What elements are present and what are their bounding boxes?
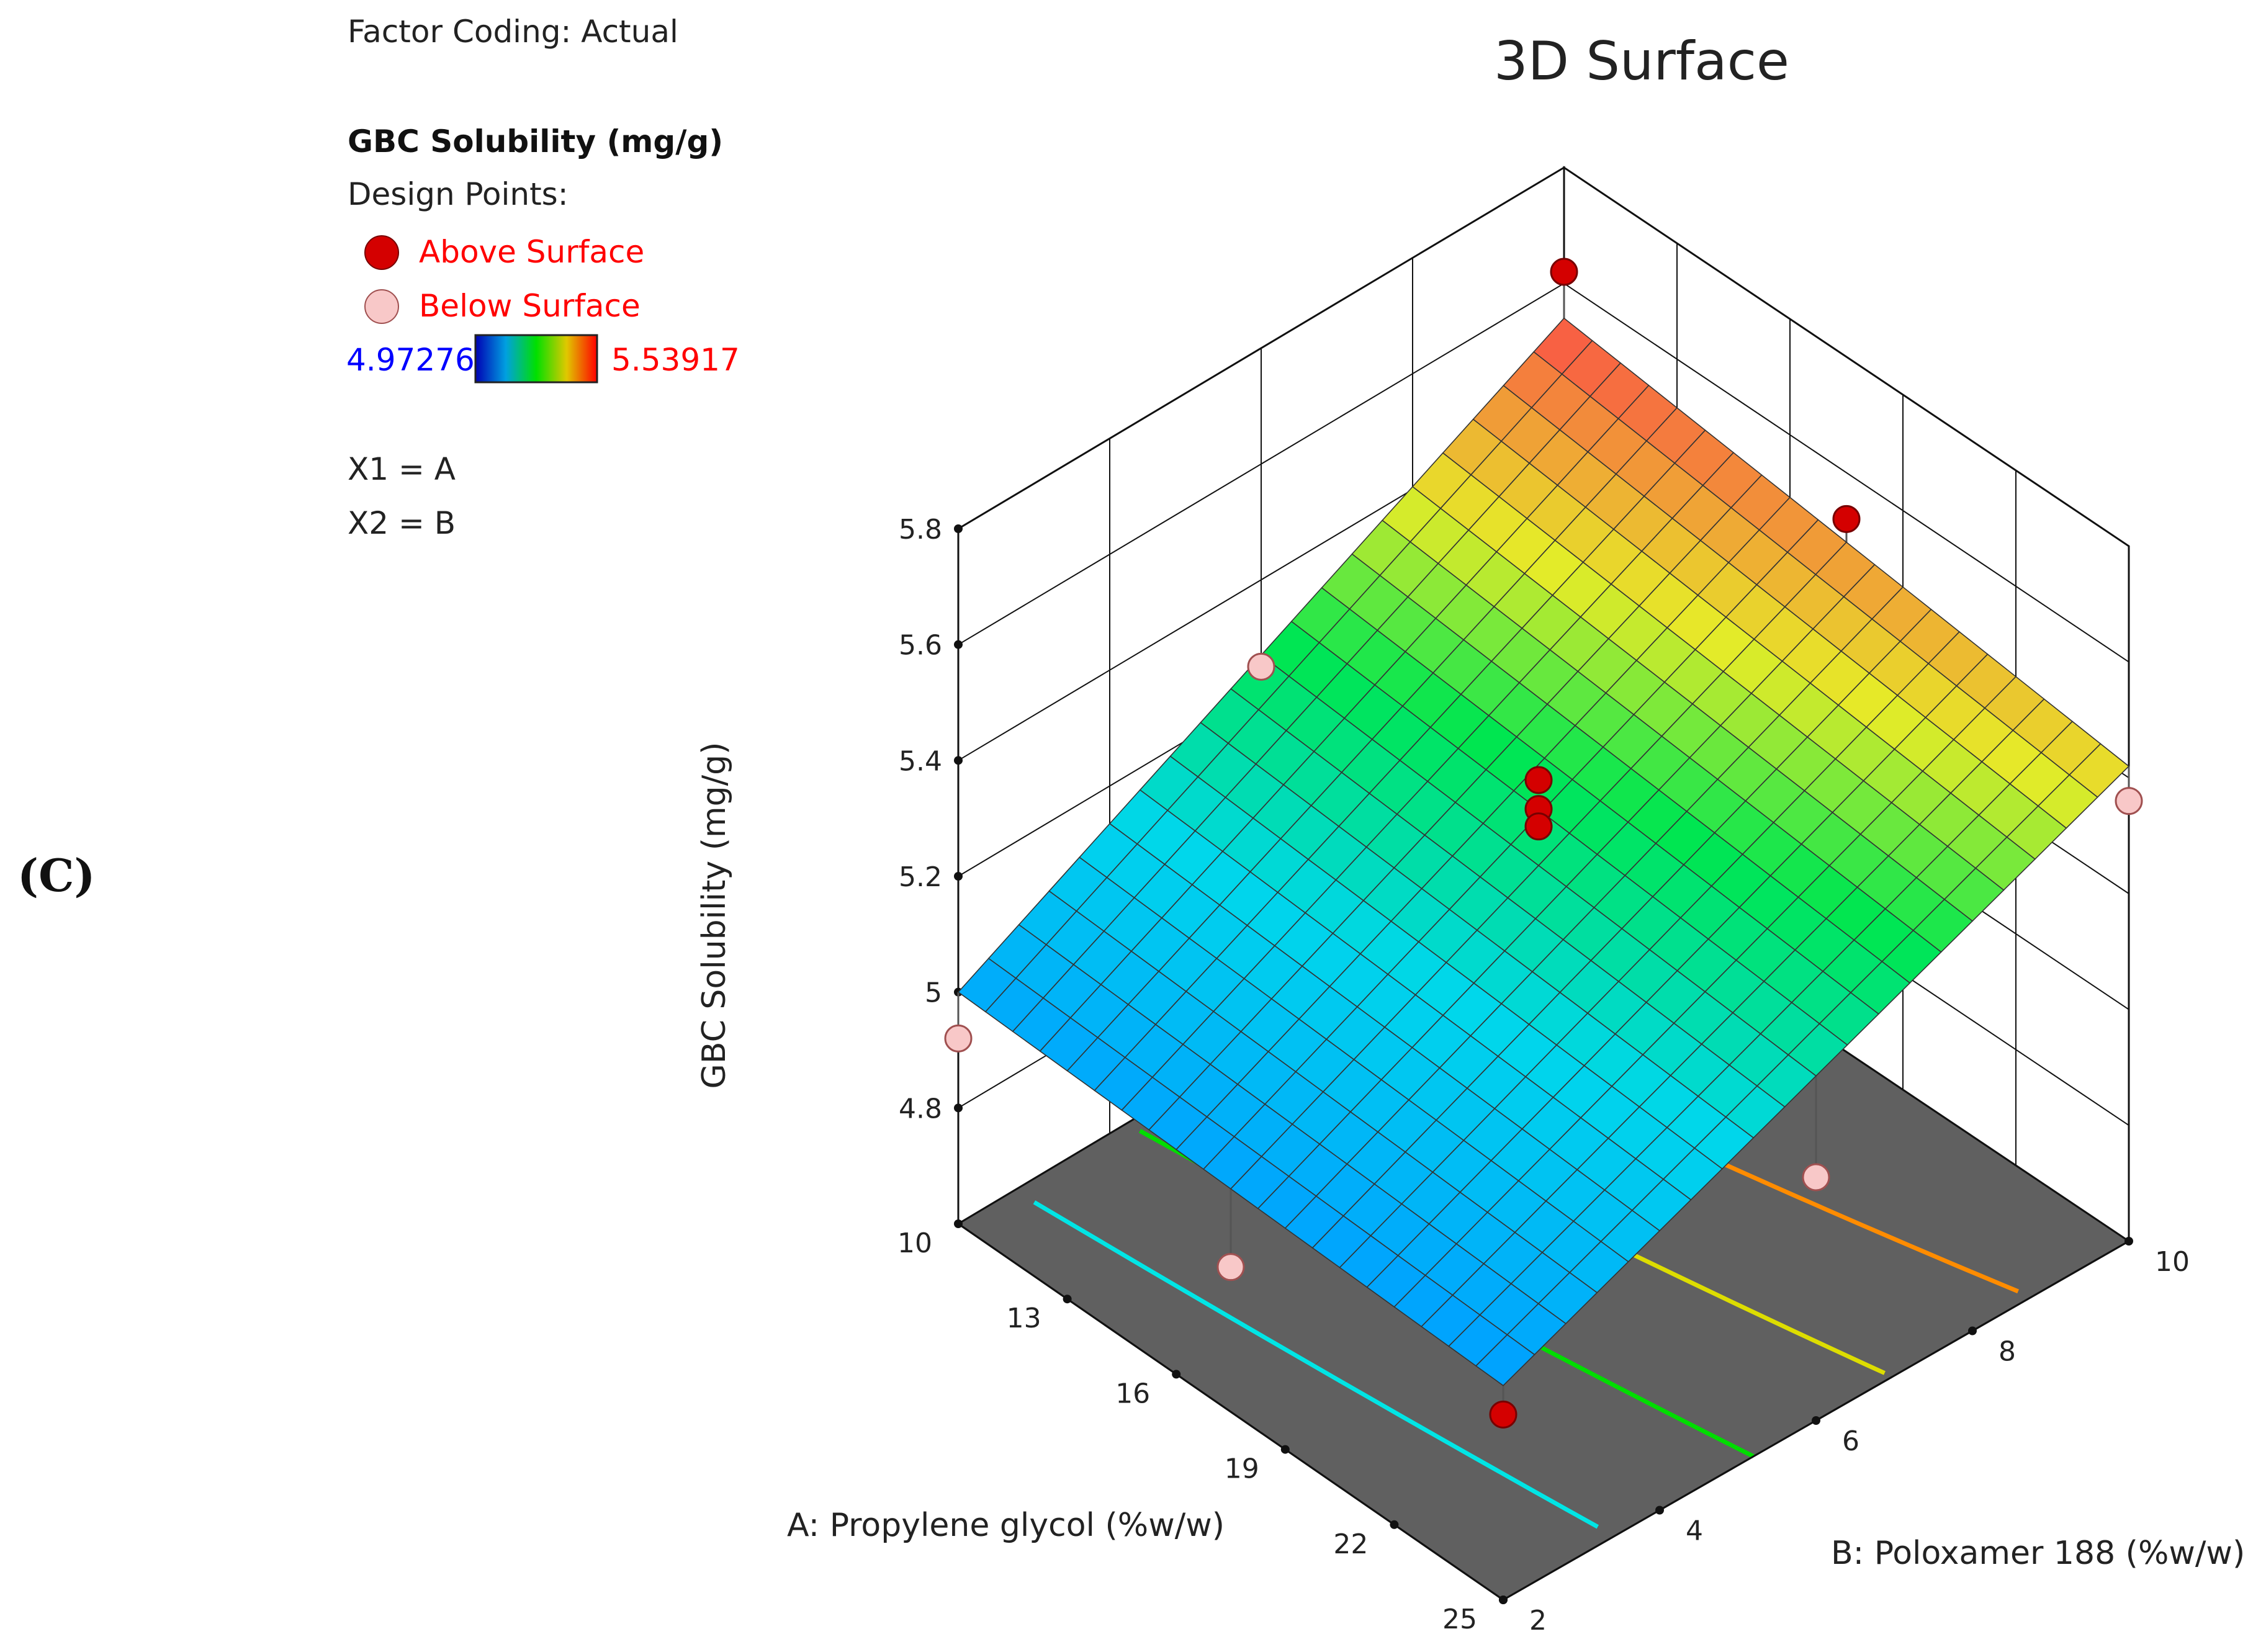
panel-label: (C) (17, 849, 95, 902)
y-tick-label: 2 (1529, 1605, 1547, 1636)
scale-max-label: 5.53917 (611, 342, 740, 378)
design-point (1832, 505, 1861, 533)
below-surface-label: Below Surface (419, 288, 641, 324)
y-tick-mark (1812, 1416, 1820, 1425)
y-tick-mark (1499, 1596, 1508, 1604)
factor-coding-label: Factor Coding: Actual (348, 14, 678, 50)
z-tick-label: 5 (925, 977, 942, 1009)
z-tick-mark (954, 640, 963, 649)
x1-definition: X1 = A (348, 451, 456, 487)
design-point (2115, 787, 2143, 815)
design-point (1489, 1400, 1517, 1429)
z-tick-mark (954, 1103, 963, 1113)
x-tick-label: 16 (1115, 1378, 1150, 1409)
x-tick-label: 22 (1333, 1529, 1368, 1560)
x-tick-mark (1063, 1295, 1072, 1304)
z-tick-label: 5.2 (899, 861, 942, 893)
z-tick-label: 5.4 (899, 745, 942, 777)
x-axis-line (958, 1223, 1504, 1601)
z-tick-label: 5.8 (899, 514, 942, 545)
surface-cell (1475, 1334, 1535, 1386)
x-tick-mark (1172, 1370, 1181, 1379)
design-points-label: Design Points: (348, 176, 569, 212)
x-tick-label: 19 (1225, 1453, 1259, 1485)
x-axis-label: A: Propylene glycol (%w/w) (787, 1507, 1225, 1544)
design-point (1524, 812, 1553, 841)
chart-title: 3D Surface (1494, 30, 1789, 92)
x-tick-label: 10 (897, 1228, 932, 1259)
x-tick-label: 25 (1442, 1604, 1477, 1635)
design-point (1524, 766, 1553, 794)
x-tick-mark (1280, 1445, 1290, 1454)
z-tick-mark (954, 756, 963, 765)
y-tick-label: 4 (1686, 1515, 1703, 1547)
above-surface-label: Above Surface (419, 234, 644, 270)
design-points (944, 258, 2143, 1429)
x-tick-mark (1390, 1520, 1399, 1529)
z-tick-label: 4.8 (899, 1093, 942, 1125)
z-tick-mark (954, 872, 963, 881)
below-surface-marker (364, 289, 399, 324)
design-point (1550, 258, 1578, 286)
z-tick-label: 5.6 (899, 630, 942, 662)
design-point (1216, 1253, 1245, 1282)
x-tick-mark (954, 1219, 963, 1228)
x-tick-label: 13 (1007, 1303, 1041, 1334)
y-tick-label: 6 (1842, 1425, 1859, 1457)
y-axis-label: B: Poloxamer 188 (%w/w) (1831, 1535, 2245, 1572)
design-point (944, 1024, 973, 1053)
y-tick-mark (1655, 1506, 1664, 1515)
y-tick-mark (1968, 1326, 1977, 1336)
response-surface (957, 317, 2130, 1386)
design-point (1247, 652, 1275, 681)
above-surface-marker (364, 235, 399, 270)
contour-line (1033, 1200, 1599, 1529)
wall-hgrid (958, 166, 2129, 547)
y-tick-label: 10 (2155, 1246, 2190, 1278)
response-label: GBC Solubility (mg/g) (348, 123, 723, 159)
y-tick-mark (2124, 1237, 2133, 1246)
tick-labels: 4.8 5 5.2 5.4 5.6 5.8 10 13 16 19 22 25 2 4 6 8 10 (897, 514, 2190, 1636)
y-tick-label: 8 (1998, 1336, 2016, 1368)
z-tick-mark (954, 524, 963, 533)
design-point (1802, 1163, 1830, 1192)
z-axis-label: GBC Solubility (mg/g) (696, 742, 733, 1089)
x2-definition: X2 = B (348, 505, 456, 541)
color-scale-bar (474, 334, 598, 384)
scale-min-label: 4.97276 (346, 342, 475, 378)
